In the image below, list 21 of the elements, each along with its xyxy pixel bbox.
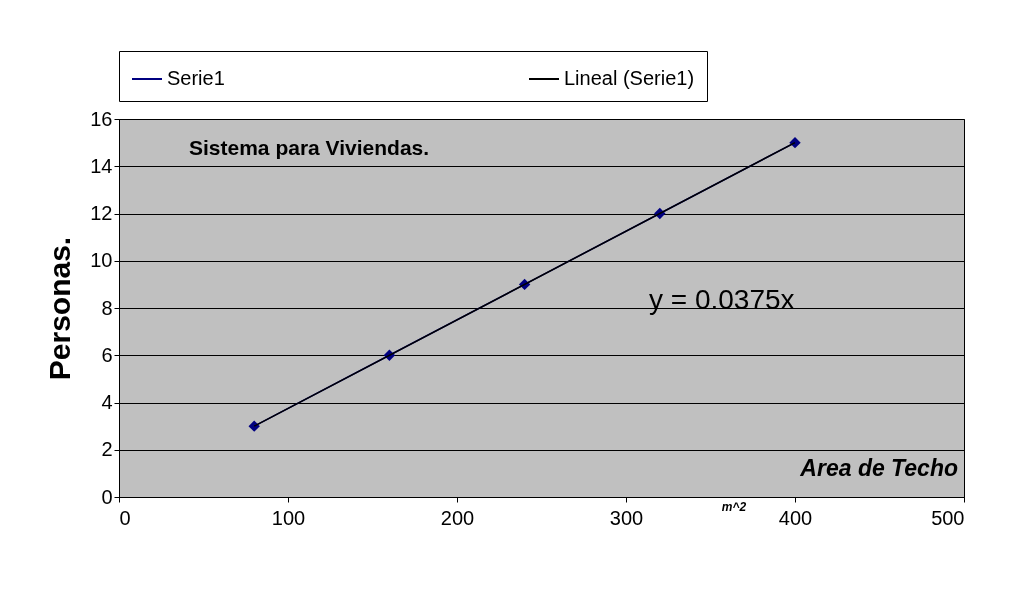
text: Sistema para Viviendas. xyxy=(189,136,430,159)
x-tick-label: 500 xyxy=(931,506,965,529)
y-tick-label: 14 xyxy=(90,154,113,177)
x-tick-label: 100 xyxy=(271,506,306,529)
y-tick-label: 8 xyxy=(101,296,113,319)
y-tick-label: 16 xyxy=(90,107,113,130)
y-tick-label: 12 xyxy=(90,202,113,224)
y-tick-label: 4 xyxy=(101,391,113,413)
legend-label: Serie1 xyxy=(167,67,225,89)
x-tick-label: 300 xyxy=(609,506,644,529)
x-axis-title: Area de Techo xyxy=(799,455,958,481)
x-tick-label: 400 xyxy=(778,506,813,529)
y-tick-label: 10 xyxy=(90,249,113,272)
y-tick-label: 0 xyxy=(101,485,113,508)
y-axis-title: Personas. xyxy=(43,236,77,381)
text: m^2 xyxy=(721,500,747,514)
y-tick-label: 2 xyxy=(101,438,113,461)
x-tick-label: 0 xyxy=(119,506,131,529)
x-tick-label: 200 xyxy=(440,506,475,529)
y-tick-label: 6 xyxy=(101,343,113,366)
legend-label: Lineal (Serie1) xyxy=(564,67,695,89)
